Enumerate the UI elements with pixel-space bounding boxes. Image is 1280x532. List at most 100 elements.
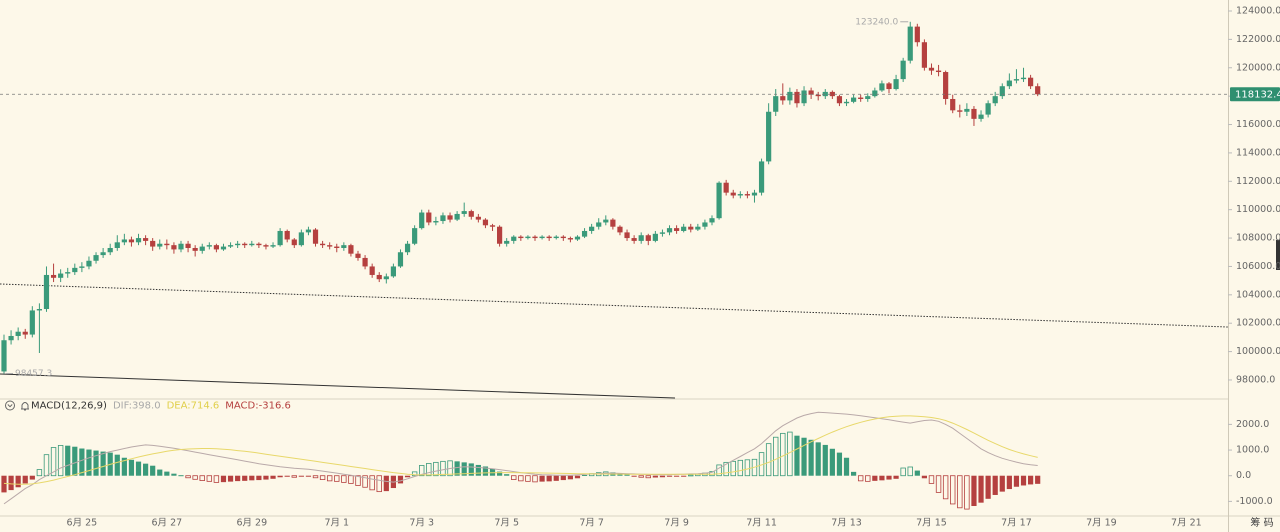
macd-bar <box>893 475 899 479</box>
macd-bar <box>489 468 496 476</box>
macd-bar <box>206 475 213 482</box>
chips-button[interactable]: 筹 码 <box>1250 516 1273 529</box>
trend-line <box>0 283 1229 328</box>
candle-body <box>107 247 113 253</box>
macd-bar <box>504 474 510 476</box>
candle-body <box>518 236 524 239</box>
macd-bar <box>376 475 382 493</box>
candle-body <box>43 274 50 310</box>
candle-body <box>787 91 793 101</box>
macd-bar <box>114 454 120 476</box>
x-tick-label: 7月 5 <box>494 518 519 529</box>
macd-bar <box>865 475 871 482</box>
candle-body <box>390 266 396 277</box>
candle-body <box>751 192 758 196</box>
y-tick-label: 122000.0 <box>1236 34 1280 45</box>
macd-bar <box>511 475 517 480</box>
macd-bar <box>157 469 163 476</box>
candle-body <box>758 161 765 193</box>
candle-body <box>235 243 241 246</box>
candle-body <box>539 236 545 239</box>
scroll-handle[interactable] <box>1276 240 1280 270</box>
macd-bar <box>815 442 821 476</box>
macd-bar <box>935 475 942 493</box>
candle-body <box>29 310 35 335</box>
alert-icon[interactable] <box>21 402 29 411</box>
candle-body <box>737 194 743 196</box>
indicator-title: MACD(12,26,9) <box>31 401 107 412</box>
macd-bar <box>581 474 588 476</box>
macd-bar <box>36 469 43 477</box>
candle-body <box>121 239 127 243</box>
macd-bar <box>857 475 864 482</box>
candle-body <box>327 245 333 247</box>
macd-bar <box>900 467 906 477</box>
candle-body <box>213 245 219 250</box>
macd-bar <box>567 475 573 480</box>
macd-bar <box>1028 475 1034 485</box>
candle-body <box>277 230 283 246</box>
candle-body <box>567 238 573 240</box>
candle-body <box>709 218 715 223</box>
candle-body <box>985 103 991 115</box>
candle-body <box>263 245 269 247</box>
candle-body <box>992 96 998 104</box>
macd-bar <box>135 461 142 476</box>
y-tick-label: 2000.0 <box>1236 419 1269 430</box>
macd-bar <box>185 475 191 479</box>
macd-bar <box>426 462 432 477</box>
macd-bar <box>305 475 312 477</box>
macd-bar <box>482 466 489 476</box>
candle-body <box>943 72 949 99</box>
candle-body <box>249 243 255 246</box>
macd-bar <box>121 457 127 476</box>
y-tick-label: 120000.0 <box>1236 62 1280 73</box>
candle-body <box>773 96 779 112</box>
candle-body <box>447 215 453 220</box>
y-tick-label: 114000.0 <box>1236 147 1280 158</box>
macd-bar <box>1035 475 1041 484</box>
macd-bar <box>100 451 106 476</box>
macd-bar <box>532 475 538 483</box>
x-tick-label: 7月 3 <box>409 518 434 529</box>
macd-bar <box>808 439 814 476</box>
macd-bar <box>150 465 156 476</box>
macd-bar <box>872 475 878 481</box>
collapse-icon <box>7 404 13 408</box>
candle-body <box>504 240 510 244</box>
macd-bar <box>716 464 722 477</box>
x-tick-label: 6月 29 <box>236 518 267 529</box>
candle-body <box>723 182 729 193</box>
y-tick-label: 108000.0 <box>1236 233 1280 244</box>
candle-body <box>305 229 312 233</box>
candle-body <box>256 243 262 246</box>
candle-body <box>164 243 170 246</box>
x-tick-label: 7月 21 <box>1171 518 1202 529</box>
candle-body <box>468 211 474 217</box>
candle-body <box>65 272 71 274</box>
candle-body <box>1020 77 1027 80</box>
candle-body <box>242 243 248 246</box>
candle-body <box>879 83 885 91</box>
candle-body <box>581 230 588 237</box>
candle-body <box>865 96 871 99</box>
macd-bar <box>765 443 772 477</box>
candle-body <box>114 242 120 248</box>
candle-body <box>928 67 935 71</box>
candle-body <box>461 211 467 214</box>
candle-body <box>79 266 85 268</box>
candle-body <box>8 335 14 341</box>
candle-body <box>135 238 142 243</box>
macd-bar <box>921 475 927 479</box>
candle-body <box>921 42 927 68</box>
macd-bar <box>362 475 368 488</box>
candle-body <box>553 236 559 239</box>
candle-body <box>312 229 319 244</box>
x-tick-label: 6月 25 <box>67 518 98 529</box>
macd-bar <box>404 475 411 478</box>
candle-body <box>610 219 616 227</box>
candle-body <box>206 245 212 247</box>
candle-body <box>815 94 821 97</box>
candle-body <box>666 228 673 233</box>
collapse-icon[interactable] <box>5 400 15 411</box>
